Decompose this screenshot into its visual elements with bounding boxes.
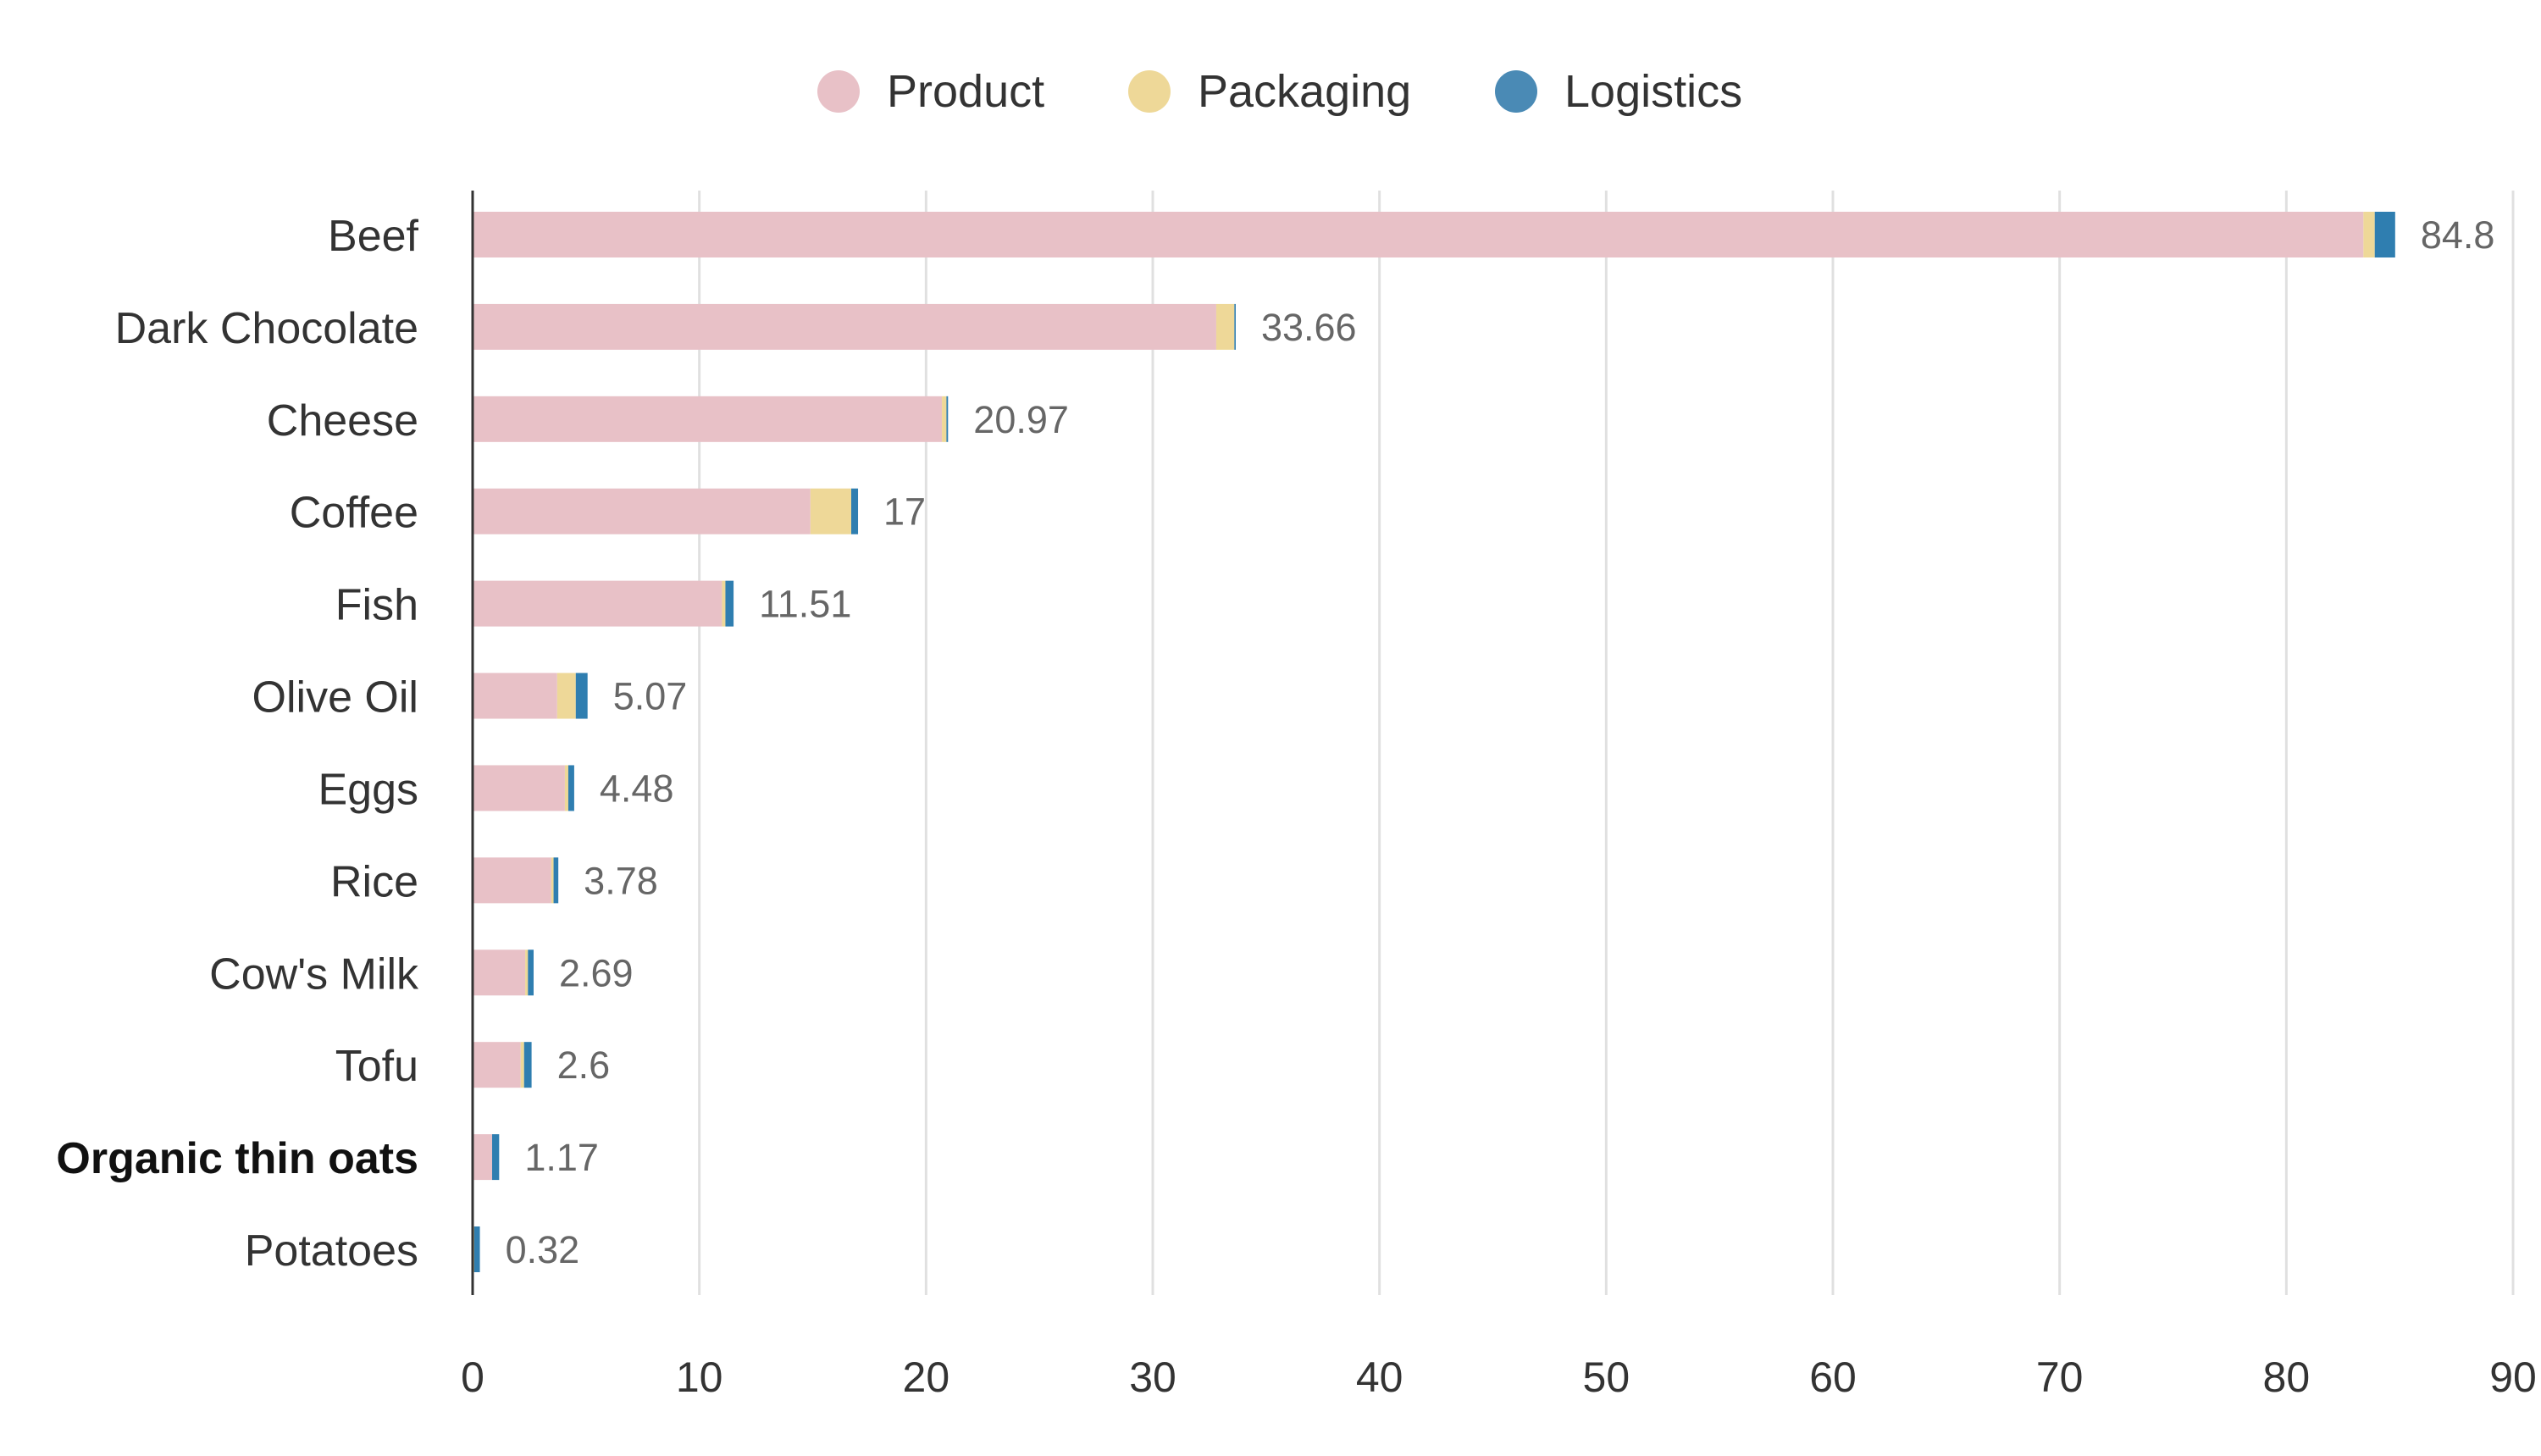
bar-segment-packaging — [525, 949, 529, 996]
category-label: Cow's Milk — [209, 949, 419, 999]
bar-segment-product — [473, 765, 565, 811]
bar-segment-logistics — [851, 488, 859, 534]
category-label: Potatoes — [245, 1226, 418, 1276]
category-label: Fish — [335, 581, 418, 630]
bar-segment-product — [473, 212, 2364, 257]
category-label: Dark Chocolate — [115, 304, 418, 353]
bar-segment-packaging — [551, 857, 554, 904]
bar-segment-product — [473, 949, 526, 996]
x-tick-label: 0 — [461, 1354, 484, 1401]
bar-segment-packaging — [2363, 212, 2375, 257]
legend-label-product: Product — [887, 66, 1044, 117]
value-label: 33.66 — [1261, 306, 1357, 349]
bar-segment-packaging — [564, 765, 568, 811]
value-label: 1.17 — [524, 1136, 599, 1179]
bar-segment-product — [473, 1042, 521, 1088]
bar-segment-logistics — [575, 673, 588, 719]
x-tick-label: 70 — [2036, 1354, 2084, 1401]
bar-segment-packaging — [722, 580, 726, 627]
category-label: Eggs — [318, 765, 418, 814]
x-tick-label: 80 — [2263, 1354, 2311, 1401]
x-tick-label: 20 — [903, 1354, 950, 1401]
value-label: 11.51 — [759, 583, 851, 626]
bar-segment-logistics — [523, 1042, 532, 1088]
x-tick-label: 50 — [1583, 1354, 1630, 1401]
category-label: Rice — [330, 857, 418, 906]
x-axis-ticks: 0 10 20 30 40 50 60 70 80 90 — [461, 1354, 2537, 1401]
value-label: 17 — [883, 490, 926, 534]
x-tick-label: 10 — [676, 1354, 723, 1401]
value-label: 84.8 — [2421, 213, 2495, 257]
bars — [473, 212, 2395, 1272]
bar-segment-product — [473, 303, 1216, 350]
gridlines — [698, 191, 2515, 1295]
bar-segment-packaging — [556, 673, 576, 719]
bar-segment-logistics — [567, 765, 574, 811]
x-tick-label: 60 — [1809, 1354, 1857, 1401]
bar-segment-packaging — [520, 1042, 524, 1088]
value-label: 3.78 — [584, 859, 658, 902]
bar-segment-logistics — [946, 396, 949, 442]
value-label: 20.97 — [973, 398, 1069, 441]
value-label: 0.32 — [506, 1228, 580, 1271]
bar-segment-product — [473, 488, 811, 534]
bar-segment-packaging — [942, 396, 947, 442]
bar-segment-packaging — [810, 488, 852, 534]
category-label: Tofu — [335, 1042, 418, 1091]
value-label: 2.69 — [559, 951, 634, 994]
bar-segment-logistics — [2374, 212, 2395, 257]
bar-segment-product — [473, 396, 943, 442]
x-tick-label: 40 — [1356, 1354, 1403, 1401]
value-label: 5.07 — [613, 675, 688, 718]
bar-segment-logistics — [473, 1226, 480, 1272]
bar-segment-product — [473, 857, 551, 904]
bar-segment-logistics — [553, 857, 559, 904]
category-label: Coffee — [290, 489, 418, 538]
bar-segment-logistics — [725, 580, 734, 627]
bar-segment-product — [473, 673, 557, 719]
category-label: Olive Oil — [252, 673, 418, 722]
legend-marker-packaging — [1128, 70, 1171, 113]
bar-segment-logistics — [492, 1134, 500, 1181]
value-label: 4.48 — [600, 767, 674, 810]
bar-segment-product — [473, 1134, 493, 1181]
legend-marker-logistics — [1495, 70, 1537, 113]
value-label: 2.6 — [557, 1044, 611, 1087]
bar-segment-logistics — [1234, 303, 1236, 350]
legend-marker-product — [817, 70, 860, 113]
x-tick-label: 90 — [2489, 1354, 2537, 1401]
bar-segment-logistics — [528, 949, 534, 996]
category-labels: Beef Dark Chocolate Cheese Coffee Fish Olive … — [56, 212, 419, 1276]
legend: Product Packaging Logistics — [817, 66, 1742, 117]
x-tick-label: 30 — [1129, 1354, 1176, 1401]
legend-label-logistics: Logistics — [1564, 66, 1742, 117]
bar-segment-packaging — [1215, 303, 1235, 350]
category-label: Organic thin oats — [56, 1134, 418, 1183]
bar-segment-product — [473, 580, 722, 627]
value-labels: 84.8 33.66 20.97 17 11.51 5.07 4.48 3.78 2.69 2.6… — [506, 213, 2495, 1271]
legend-label-packaging: Packaging — [1198, 66, 1411, 117]
category-label: Cheese — [267, 396, 418, 446]
category-label: Beef — [328, 212, 419, 261]
